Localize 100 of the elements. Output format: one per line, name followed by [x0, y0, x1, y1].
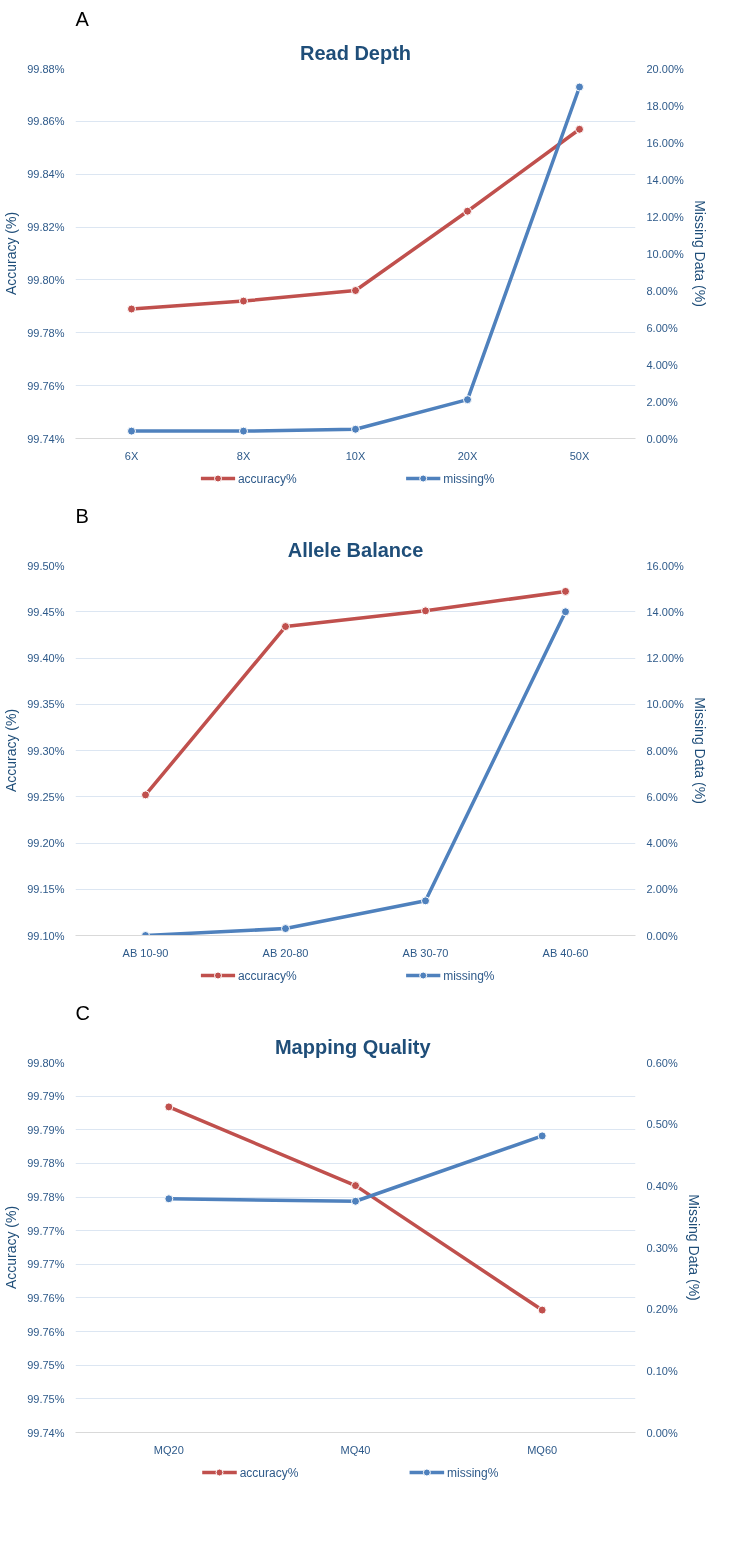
point: [351, 286, 360, 295]
y2-tick-label: 6.00%: [646, 321, 678, 334]
x-tick-label: AB 10-90: [122, 946, 169, 959]
y2-axis-title: Missing Data (%): [691, 200, 708, 307]
y2-tick-label: 0.00%: [646, 432, 678, 445]
point: [141, 790, 150, 800]
chart-title: Read Depth: [299, 41, 412, 64]
y2-tick-label: 0.10%: [646, 1364, 678, 1377]
y2-tick-label: 18.00%: [646, 99, 685, 112]
legend-label: missing%: [443, 471, 495, 486]
point: [463, 395, 472, 405]
x-tick-label: AB 20-80: [262, 946, 309, 959]
text: B: [75, 504, 89, 527]
legend-label: accuracy%: [239, 1465, 299, 1480]
y2-tick-label: 6.00%: [646, 790, 678, 803]
y-tick-label: 99.78%: [27, 1157, 65, 1170]
y-axis-title: Accuracy (%): [3, 211, 20, 296]
point: [351, 424, 360, 434]
x-tick-label: 8X: [236, 449, 251, 462]
y2-tick-label: 10.00%: [646, 698, 685, 711]
y-tick-label: 99.79%: [27, 1123, 65, 1136]
y-axis-title: Accuracy (%): [3, 1205, 20, 1290]
y-tick-label: 99.10%: [27, 929, 65, 942]
x-tick-label: 6X: [124, 449, 139, 462]
y2-tick-label: 12.00%: [646, 210, 685, 223]
y2-tick-label: 2.00%: [646, 395, 678, 408]
y-tick-label: 99.20%: [27, 837, 65, 849]
y-tick-label: 99.30%: [27, 744, 65, 757]
y-tick-label: 99.74%: [27, 1426, 65, 1439]
point: [164, 1194, 174, 1204]
y2-tick-label: 16.00%: [646, 559, 685, 572]
y-tick-label: 99.45%: [27, 605, 65, 618]
y2-tick-label: 0.00%: [646, 929, 678, 942]
x-tick-label: 50X: [569, 449, 590, 462]
y-tick-label: 99.82%: [27, 221, 65, 234]
y2-tick-label: 8.00%: [646, 744, 678, 757]
y-tick-label: 99.88%: [27, 62, 65, 75]
point: [351, 1181, 360, 1191]
x-tick-label: AB 30-70: [402, 946, 449, 959]
point: [351, 1196, 360, 1206]
y2-tick-label: 0.60%: [646, 1056, 678, 1069]
y2-tick-label: 14.00%: [646, 605, 685, 618]
y-tick-label: 99.25%: [27, 790, 65, 803]
point: [575, 124, 584, 134]
x-tick-label: MQ60: [527, 1443, 558, 1456]
point: [127, 426, 136, 436]
y-tick-label: 99.40%: [27, 652, 65, 664]
y-tick-label: 99.78%: [27, 326, 65, 339]
y2-tick-label: 0.40%: [646, 1179, 678, 1192]
y-tick-label: 99.80%: [27, 273, 65, 286]
point: [421, 896, 430, 906]
y2-tick-label: 0.20%: [646, 1303, 678, 1316]
chart-title: Allele Balance: [287, 538, 424, 561]
y2-tick-label: 4.00%: [646, 837, 678, 849]
y-tick-label: 99.78%: [27, 1191, 65, 1204]
point: [164, 1102, 174, 1112]
legend-label: missing%: [447, 1465, 499, 1480]
point: [463, 206, 472, 216]
y2-tick-label: 0.00%: [646, 1426, 678, 1439]
point: [239, 296, 248, 306]
y-tick-label: 99.76%: [27, 379, 65, 392]
legend-label: accuracy%: [237, 968, 297, 983]
text: C: [75, 1001, 90, 1024]
y-tick-label: 99.35%: [27, 698, 65, 711]
x-tick-label: AB 40-60: [542, 946, 589, 959]
point: [239, 426, 248, 436]
y-axis-title: Accuracy (%): [3, 708, 20, 793]
y-tick-label: 99.77%: [27, 1224, 65, 1237]
y-tick-label: 99.84%: [27, 168, 65, 181]
point: [561, 586, 570, 596]
y2-tick-label: 4.00%: [646, 358, 678, 371]
x-tick-label: 10X: [345, 449, 366, 462]
x-tick-label: MQ40: [340, 1443, 371, 1456]
y2-tick-label: 10.00%: [646, 247, 685, 260]
point: [281, 924, 290, 934]
y-tick-label: 99.80%: [27, 1056, 65, 1069]
y-tick-label: 99.74%: [27, 432, 65, 445]
y-tick-label: 99.75%: [27, 1392, 65, 1405]
y2-tick-label: 0.30%: [646, 1241, 678, 1254]
chart-title: Mapping Quality: [274, 1035, 432, 1058]
y-tick-label: 99.79%: [27, 1090, 65, 1103]
y2-tick-label: 0.50%: [646, 1118, 678, 1131]
y2-tick-label: 20.00%: [646, 62, 685, 75]
point: [281, 622, 290, 632]
y2-tick-label: 8.00%: [646, 284, 678, 297]
y-tick-label: 99.76%: [27, 1291, 65, 1304]
point: [537, 1131, 547, 1141]
point: [575, 82, 584, 92]
y2-tick-label: 14.00%: [646, 173, 685, 186]
point: [127, 304, 136, 314]
legend-label: missing%: [443, 968, 495, 983]
x-tick-label: 20X: [457, 449, 478, 462]
y2-axis-title: Missing Data (%): [685, 1194, 702, 1301]
y2-tick-label: 12.00%: [646, 652, 685, 664]
y-tick-label: 99.50%: [27, 559, 65, 572]
x-tick-label: MQ20: [153, 1443, 184, 1456]
point: [537, 1305, 547, 1315]
y-tick-label: 99.15%: [27, 883, 65, 896]
y-tick-label: 99.77%: [27, 1258, 65, 1271]
text: A: [75, 7, 90, 30]
